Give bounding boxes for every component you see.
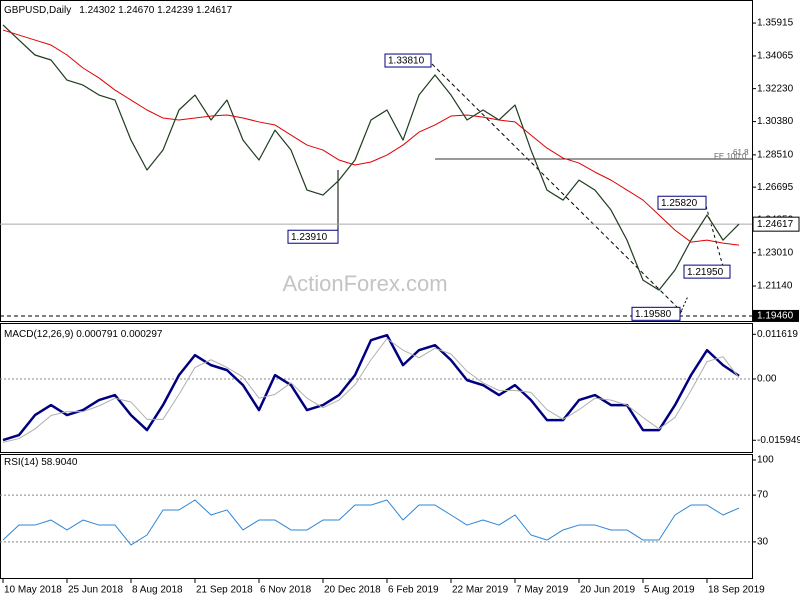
y-tick-label: 0.00 xyxy=(757,374,777,385)
rsi-pane xyxy=(0,454,753,579)
y-tick-label: 70 xyxy=(757,490,769,501)
x-tick-label: 25 Jun 2018 xyxy=(68,585,123,596)
x-tick-label: 6 Feb 2019 xyxy=(388,585,439,596)
series-line xyxy=(2,499,740,546)
annotation-box xyxy=(657,195,707,210)
annotation-label: 1.25820 xyxy=(661,198,698,209)
y-tick-label: 1.34065 xyxy=(757,51,794,62)
subtitle: 1.24302 1.24670 1.24239 1.24617 xyxy=(79,5,232,16)
annotation-box xyxy=(631,306,681,321)
annotation-box xyxy=(287,229,339,244)
title: GBPUSD,Daily xyxy=(4,5,71,16)
y-tick-label: 1.26695 xyxy=(757,182,794,193)
last-price-label: 1.24617 xyxy=(757,219,794,230)
x-tick-label: 20 Dec 2018 xyxy=(324,585,381,596)
annotation-label: 1.23910 xyxy=(291,232,328,243)
title: MACD(12,26,9) 0.000791 0.000297 xyxy=(4,329,163,340)
y-tick-label: 1.23010 xyxy=(757,247,794,258)
y-tick-label: 1.28510 xyxy=(757,149,794,160)
x-tick-label: 22 Mar 2019 xyxy=(452,585,509,596)
last-price-box xyxy=(752,216,800,232)
x-tick-label: 5 Aug 2019 xyxy=(644,585,695,596)
x-tick-label: 8 Aug 2018 xyxy=(132,585,183,596)
annotation-box xyxy=(683,264,731,279)
y-tick-label: 1.32230 xyxy=(757,83,794,94)
pane-title: GBPUSD,Daily 1.24302 1.24670 1.24239 1.24… xyxy=(4,5,233,16)
y-tick-label: 1.35915 xyxy=(757,18,794,29)
x-tick-label: 6 Nov 2018 xyxy=(260,585,312,596)
macd-pane xyxy=(0,323,753,453)
trend-line xyxy=(705,205,725,271)
tick-highlight xyxy=(753,309,799,322)
series-line xyxy=(2,29,740,246)
y-tick-label: 30 xyxy=(757,537,769,548)
pane-title: RSI(14) 58.9040 xyxy=(4,457,78,468)
x-tick-label: 10 May 2018 xyxy=(4,585,62,596)
y-tick-label: 1.21140 xyxy=(757,281,793,292)
x-tick-label: 21 Sep 2018 xyxy=(196,585,253,596)
x-tick-label: 18 Sep 2019 xyxy=(708,585,765,596)
annotation-box xyxy=(384,53,432,68)
y-tick-label: 1.30380 xyxy=(757,116,794,127)
trend-line xyxy=(431,63,683,313)
y-tick-label: -0.015949 xyxy=(757,435,800,446)
series-line xyxy=(2,338,740,443)
annotation-label: 1.21950 xyxy=(687,267,724,278)
title: RSI(14) 58.9040 xyxy=(4,457,78,468)
series-line xyxy=(2,24,740,291)
pane-title: MACD(12,26,9) 0.000791 0.000297 xyxy=(4,329,163,340)
fe-label: FE 100.0 xyxy=(714,152,747,161)
x-tick-label: 7 May 2019 xyxy=(516,585,569,596)
price-pane xyxy=(0,0,753,322)
pointer-line xyxy=(679,295,689,315)
x-tick-label: 20 Jun 2019 xyxy=(580,585,635,596)
y-tick-label: 0.011619 xyxy=(757,329,798,340)
watermark: ActionForex.com xyxy=(282,271,447,296)
fe-label: 61.8 xyxy=(733,148,749,157)
series-line xyxy=(2,333,740,442)
annotation-label: 1.33810 xyxy=(388,56,425,67)
y-tick-label: 1.19460 xyxy=(757,311,794,322)
y-tick-label: 100 xyxy=(757,455,774,466)
annotation-label: 1.19580 xyxy=(635,309,672,320)
